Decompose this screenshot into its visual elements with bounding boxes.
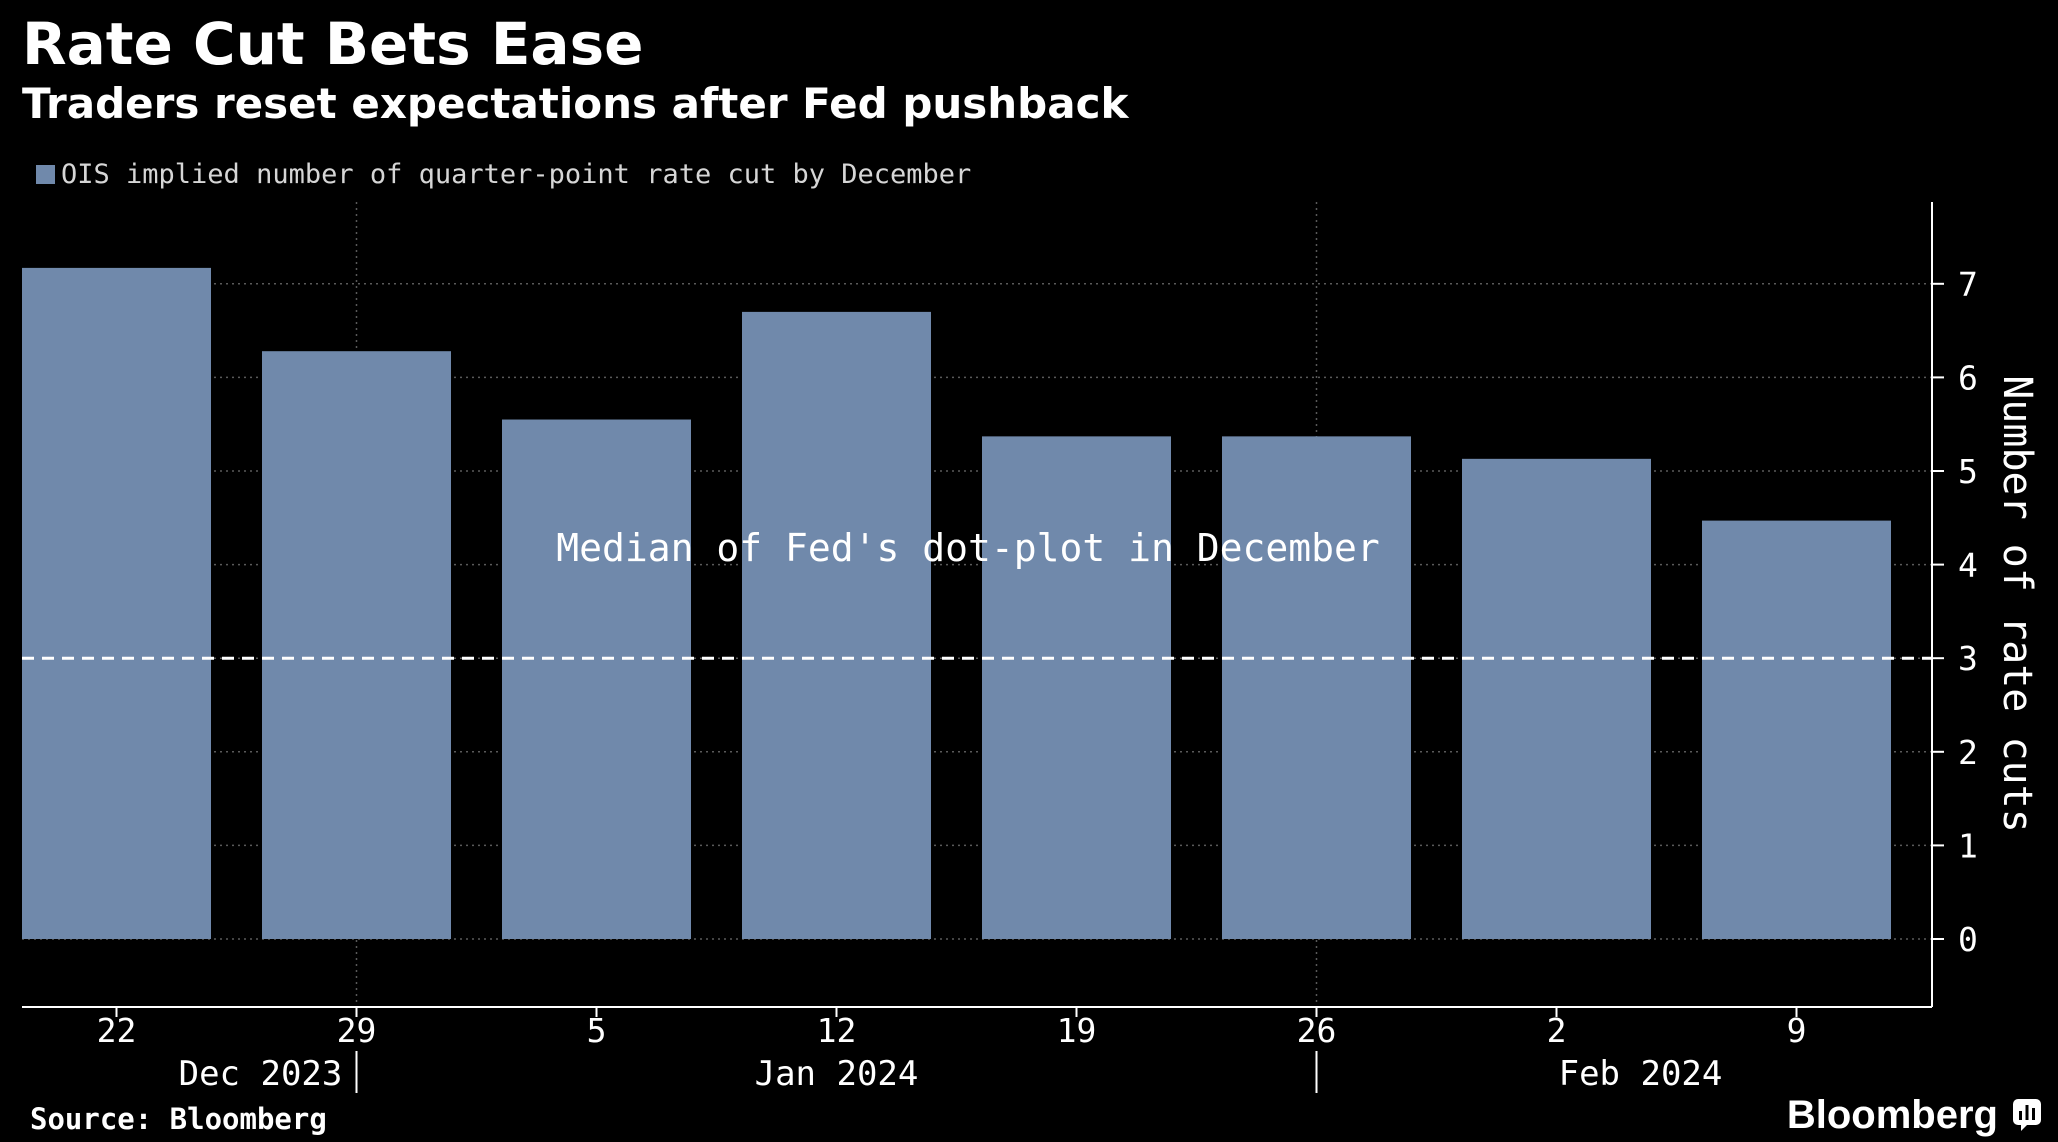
x-tick-label: 2 <box>1547 1011 1567 1050</box>
x-tick-label: 9 <box>1787 1011 1807 1050</box>
y-tick-label: 0 <box>1958 920 1978 959</box>
bar <box>1702 520 1891 939</box>
period-label: Dec 2023 <box>179 1054 343 1094</box>
period-label: Feb 2024 <box>1559 1054 1723 1094</box>
y-tick-label: 3 <box>1958 639 1978 678</box>
period-label: Jan 2024 <box>755 1054 919 1094</box>
legend-swatch <box>36 164 55 184</box>
legend: OIS implied number of quarter-point rate… <box>36 154 971 194</box>
bar <box>742 311 931 939</box>
x-tick-label: 29 <box>337 1011 377 1050</box>
y-tick-label: 1 <box>1958 826 1978 865</box>
x-tick-label: 19 <box>1057 1011 1097 1050</box>
y-axis-label: Number of rate cuts <box>1994 375 2040 833</box>
bar <box>262 351 451 939</box>
brand-logo-text: Bloomberg <box>1786 1093 1998 1137</box>
bar <box>1222 436 1411 939</box>
x-tick-label: 5 <box>587 1011 607 1050</box>
bar <box>22 267 211 939</box>
y-tick-label: 6 <box>1958 358 1978 397</box>
chart-subtitle: Traders reset expectations after Fed pus… <box>22 79 1129 128</box>
y-tick-label: 7 <box>1958 265 1978 304</box>
x-tick-label: 22 <box>97 1011 137 1050</box>
bloomberg-terminal-icon <box>2013 1099 2041 1131</box>
y-tick-label: 2 <box>1958 733 1978 772</box>
x-tick-label: 26 <box>1297 1011 1337 1050</box>
x-tick-label: 12 <box>817 1011 857 1050</box>
bar <box>982 436 1171 939</box>
bar <box>1462 458 1651 939</box>
reference-line-label: Median of Fed's dot-plot in December <box>556 526 1380 570</box>
bar <box>502 419 691 939</box>
chart-title: Rate Cut Bets Ease <box>22 10 644 78</box>
y-tick-label: 4 <box>1958 546 1978 585</box>
y-tick-label: 5 <box>1958 452 1978 491</box>
brand: Bloomberg <box>1787 1088 2042 1142</box>
legend-label: OIS implied number of quarter-point rate… <box>61 158 972 190</box>
source-note: Source: Bloomberg <box>30 1102 327 1136</box>
